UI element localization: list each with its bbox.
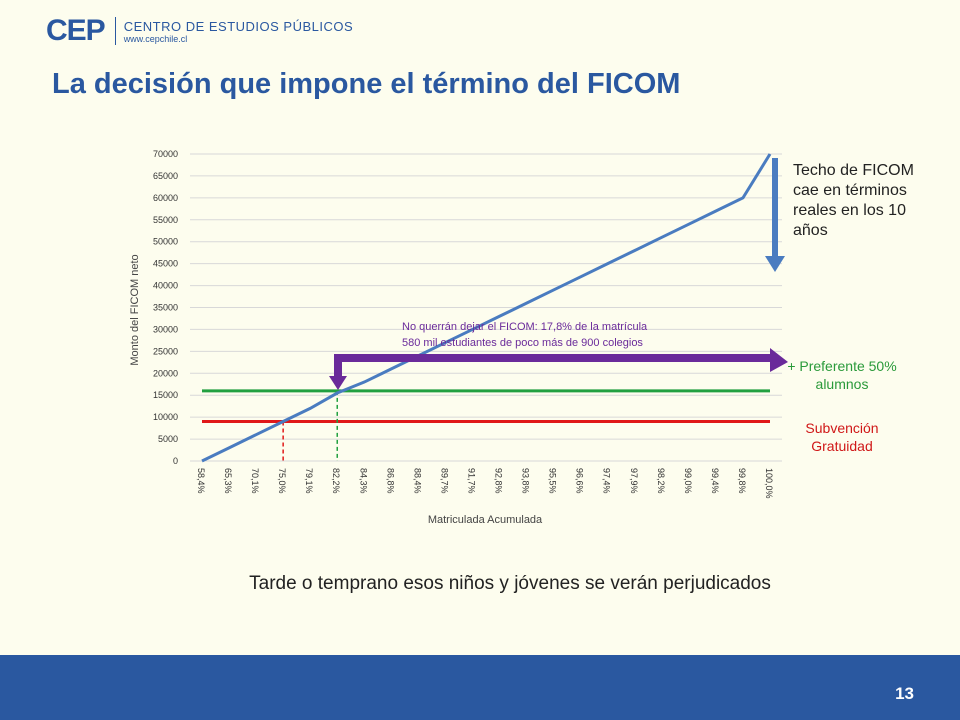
x-tick-12: 93,8% — [521, 468, 531, 494]
x-tick-18: 99,0% — [683, 468, 693, 494]
purple-bracket-arrow — [334, 354, 775, 382]
note-preferente: + Preferente 50% alumnos — [787, 358, 897, 392]
footer-bar — [0, 655, 960, 720]
y-tick-11: 55000 — [153, 215, 178, 225]
conclusion-text: Tarde o temprano esos niños y jóvenes se… — [249, 573, 771, 594]
cep-logo: CEP CENTRO DE ESTUDIOS PÚBLICOS www.cepc… — [46, 14, 353, 48]
x-tick-20: 99,8% — [737, 468, 747, 494]
x-tick-15: 97,4% — [602, 468, 612, 494]
slide-title: La decisión que impone el término del FI… — [52, 68, 681, 100]
techo-arrow-shaft — [772, 158, 778, 258]
x-axis-label: Matriculada Acumulada — [428, 514, 543, 526]
y-axis-label: Monto del FICOM neto — [129, 254, 141, 365]
x-tick-9: 89,7% — [439, 468, 449, 494]
purple-arrow-head-right — [770, 348, 788, 372]
x-tick-6: 84,3% — [358, 468, 368, 494]
y-tick-12: 60000 — [153, 193, 178, 203]
purple-arrow-head-down — [329, 376, 347, 390]
x-tick-21: 100,0% — [764, 468, 774, 499]
logo-separator — [114, 17, 116, 45]
logo-org-name: CENTRO DE ESTUDIOS PÚBLICOS — [123, 18, 354, 34]
x-tick-17: 98,2% — [656, 468, 666, 494]
y-tick-10: 50000 — [153, 237, 178, 247]
page-number: 13 — [895, 684, 914, 703]
x-tick-11: 92,8% — [494, 468, 504, 494]
y-tick-9: 45000 — [153, 259, 178, 269]
x-tick-3: 75,0% — [277, 468, 287, 494]
callout-line-2: 580 mil estudiantes de poco más de 900 c… — [402, 337, 643, 349]
logo-website: www.cepchile.cl — [123, 33, 188, 44]
logo-mark: CEP — [46, 14, 106, 47]
note-subvencion: Subvención Gratuidad — [805, 420, 879, 454]
y-tick-2: 10000 — [153, 412, 178, 422]
x-tick-13: 95,5% — [548, 468, 558, 494]
x-tick-5: 82,2% — [331, 468, 341, 494]
y-tick-0: 0 — [173, 456, 178, 466]
series-line-0 — [201, 153, 772, 463]
callout-line-1: No querrán dejar el FICOM: 17,8% de la m… — [402, 321, 648, 333]
x-tick-labels: 58,4% 65,3% 70,1% 75,0% 79,1% 82,2% 84,3% 86,8%… — [196, 468, 774, 499]
x-tick-19: 99,4% — [710, 468, 720, 494]
y-tick-1: 5000 — [158, 434, 178, 444]
x-tick-0: 58,4% — [196, 468, 206, 494]
techo-arrow-head — [765, 256, 785, 272]
y-tick-4: 20000 — [153, 368, 178, 378]
x-tick-1: 65,3% — [223, 468, 233, 494]
y-tick-13: 65000 — [153, 171, 178, 181]
x-tick-2: 70,1% — [250, 468, 260, 494]
chart-series — [201, 153, 772, 463]
reference-lines — [202, 389, 770, 424]
y-tick-7: 35000 — [153, 303, 178, 313]
x-tick-16: 97,9% — [629, 468, 639, 494]
x-tick-14: 96,6% — [575, 468, 585, 494]
x-tick-10: 91,7% — [466, 468, 476, 494]
chart-gridlines — [190, 153, 782, 462]
dashed-markers — [282, 390, 338, 461]
y-tick-labels: 0 5000 10000 15000 20000 25000 30000 35000 40000… — [153, 149, 178, 466]
logo-text: CENTRO DE ESTUDIOS PÚBLICOS www.cepchile… — [124, 19, 353, 44]
y-tick-8: 40000 — [153, 281, 178, 291]
y-tick-6: 30000 — [153, 324, 178, 334]
note-techo-ficom: Techo de FICOM cae en términos reales en… — [793, 162, 914, 239]
x-tick-7: 86,8% — [385, 468, 395, 494]
y-tick-14: 70000 — [153, 149, 178, 159]
x-tick-4: 79,1% — [304, 468, 314, 494]
x-tick-8: 88,4% — [412, 468, 422, 494]
y-tick-5: 25000 — [153, 346, 178, 356]
y-tick-3: 15000 — [153, 390, 178, 400]
